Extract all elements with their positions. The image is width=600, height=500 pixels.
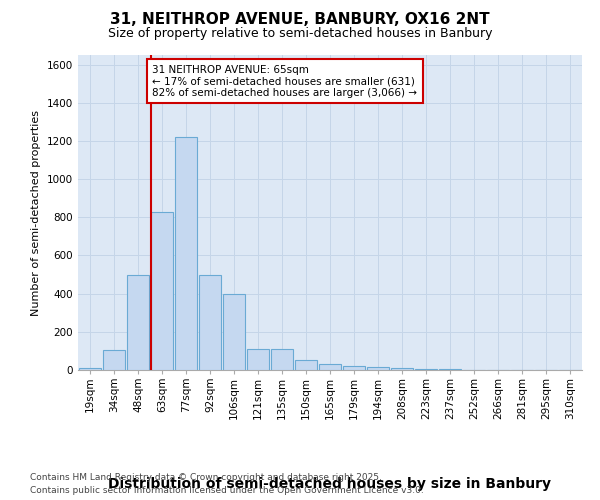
Text: 31 NEITHROP AVENUE: 65sqm
← 17% of semi-detached houses are smaller (631)
82% of: 31 NEITHROP AVENUE: 65sqm ← 17% of semi-… bbox=[152, 64, 418, 98]
Bar bbox=[295, 360, 317, 370]
Bar bbox=[391, 368, 413, 370]
Bar bbox=[79, 368, 101, 370]
Bar bbox=[271, 349, 293, 370]
Text: 31, NEITHROP AVENUE, BANBURY, OX16 2NT: 31, NEITHROP AVENUE, BANBURY, OX16 2NT bbox=[110, 12, 490, 28]
Bar bbox=[127, 274, 149, 370]
Bar bbox=[343, 366, 365, 370]
Bar bbox=[223, 294, 245, 370]
Bar bbox=[175, 137, 197, 370]
Bar bbox=[367, 367, 389, 370]
X-axis label: Distribution of semi-detached houses by size in Banbury: Distribution of semi-detached houses by … bbox=[109, 478, 551, 492]
Bar bbox=[199, 274, 221, 370]
Y-axis label: Number of semi-detached properties: Number of semi-detached properties bbox=[31, 110, 41, 316]
Bar bbox=[103, 350, 125, 370]
Bar bbox=[319, 364, 341, 370]
Bar bbox=[247, 349, 269, 370]
Text: Contains HM Land Registry data © Crown copyright and database right 2025.
Contai: Contains HM Land Registry data © Crown c… bbox=[30, 474, 424, 495]
Bar bbox=[415, 369, 437, 370]
Bar bbox=[151, 212, 173, 370]
Text: Size of property relative to semi-detached houses in Banbury: Size of property relative to semi-detach… bbox=[108, 28, 492, 40]
